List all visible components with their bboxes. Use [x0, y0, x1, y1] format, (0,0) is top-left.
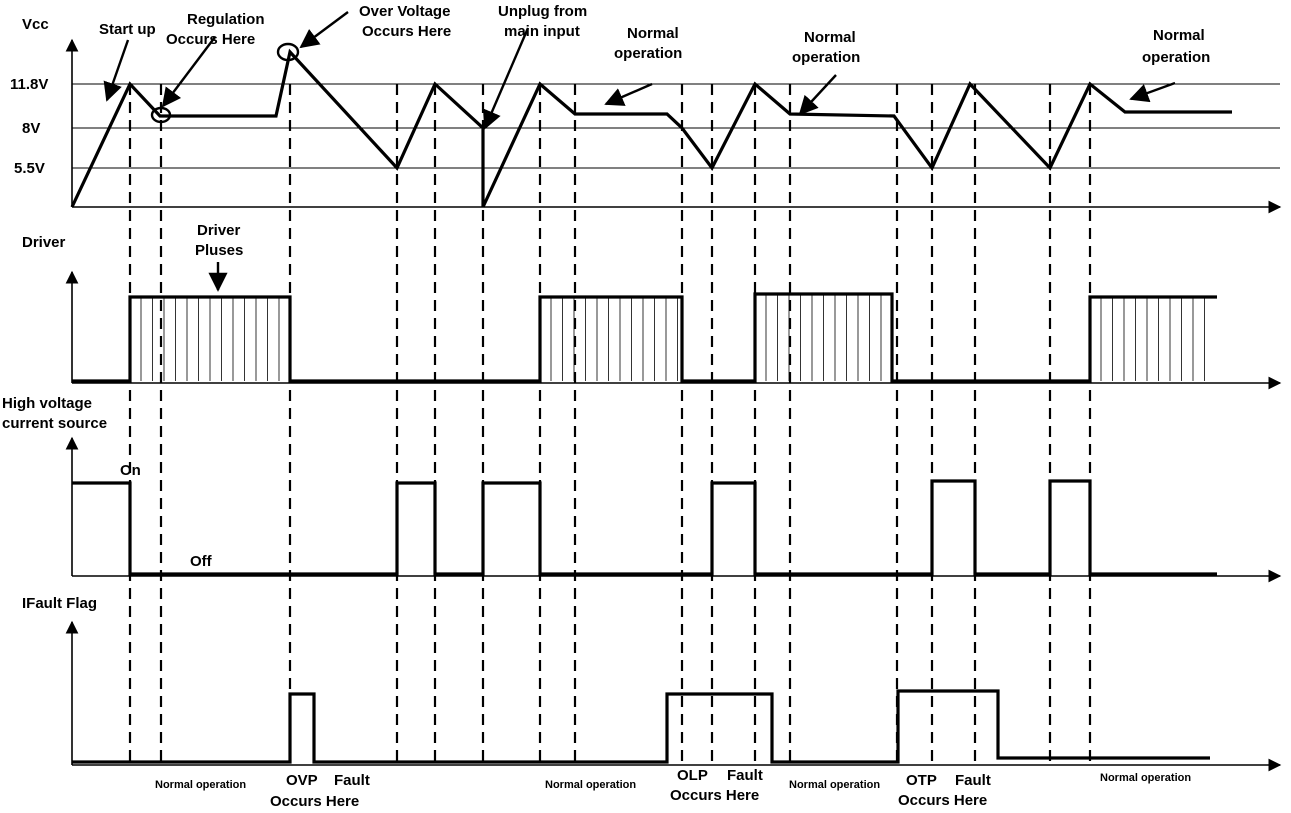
ovp-label: OVP: [286, 772, 318, 789]
normal-operation-label-3: Normal operation: [789, 779, 880, 791]
olp-fault-label: Fault: [727, 767, 763, 784]
normal-op1-label-line1: Normal: [627, 25, 679, 42]
fault-flag-waveform: [72, 689, 1210, 764]
olp-label: OLP: [677, 767, 708, 784]
vcc-axis-title: Vcc: [22, 16, 49, 33]
over-voltage-label-line2: Occurs Here: [362, 23, 451, 40]
level-label-11-8v: 11.8V: [10, 76, 48, 93]
normal-op1-arrow: [604, 82, 653, 106]
driver-panel: Driver Driver Pluses: [22, 222, 1282, 390]
level-label-8v: 8V: [22, 120, 40, 137]
start-up-label: Start up: [99, 21, 156, 38]
otp-fault-label: Fault: [955, 772, 991, 789]
normal-operation-label-1: Normal operation: [155, 779, 246, 791]
unplug-label-line2: main input: [504, 23, 580, 40]
hv-source-panel: High voltage current source On Off: [2, 395, 1282, 583]
start-up-arrow: [103, 39, 130, 102]
normal-op1-label-line2: operation: [614, 45, 682, 62]
otp-label: OTP: [906, 772, 937, 789]
driver-pulse-hatching: [140, 294, 1205, 381]
normal-op3-arrow: [1129, 81, 1176, 103]
normal-operation-label-2: Normal operation: [545, 779, 636, 791]
driver-pulses-label-line1: Driver: [197, 222, 241, 239]
normal-op2-arrow: [798, 74, 837, 116]
level-label-5-5v: 5.5V: [14, 160, 45, 177]
hv-source-waveform: [72, 479, 1217, 576]
hv-axis-title-line1: High voltage: [2, 395, 92, 412]
normal-op3-label-line1: Normal: [1153, 27, 1205, 44]
driver-axis-title: Driver: [22, 234, 66, 251]
olp-occurs-label: Occurs Here: [670, 787, 759, 804]
event-marker-lines: [128, 84, 1092, 765]
over-voltage-arrow: [299, 11, 349, 49]
normal-operation-label-4: Normal operation: [1100, 772, 1191, 784]
normal-op3-label-line2: operation: [1142, 49, 1210, 66]
hv-off-label: Off: [190, 553, 213, 570]
unplug-arrow: [483, 27, 530, 130]
ovp-fault-label: Fault: [334, 772, 370, 789]
otp-occurs-label: Occurs Here: [898, 792, 987, 809]
over-voltage-marker: [276, 42, 300, 62]
driver-waveform: [72, 292, 1217, 383]
normal-op2-label-line1: Normal: [804, 29, 856, 46]
vcc-panel: Vcc 11.8V 8V 5.5V Start up Regulation Oc…: [10, 3, 1282, 214]
hv-axis-title-line2: current source: [2, 415, 107, 432]
unplug-label-line1: Unplug from: [498, 3, 587, 20]
regulation-label-line1: Regulation: [187, 11, 265, 28]
normal-op2-label-line2: operation: [792, 49, 860, 66]
regulation-arrow: [161, 36, 216, 108]
fault-panel: IFault Flag Normal operation OVP Fault O…: [22, 595, 1282, 810]
fault-axis-title: IFault Flag: [22, 595, 97, 612]
regulation-label-line2: Occurs Here: [166, 31, 255, 48]
driver-pulses-label-line2: Pluses: [195, 242, 243, 259]
vcc-waveform: [70, 48, 1232, 208]
over-voltage-label-line1: Over Voltage: [359, 3, 450, 20]
ovp-occurs-label: Occurs Here: [270, 793, 359, 810]
